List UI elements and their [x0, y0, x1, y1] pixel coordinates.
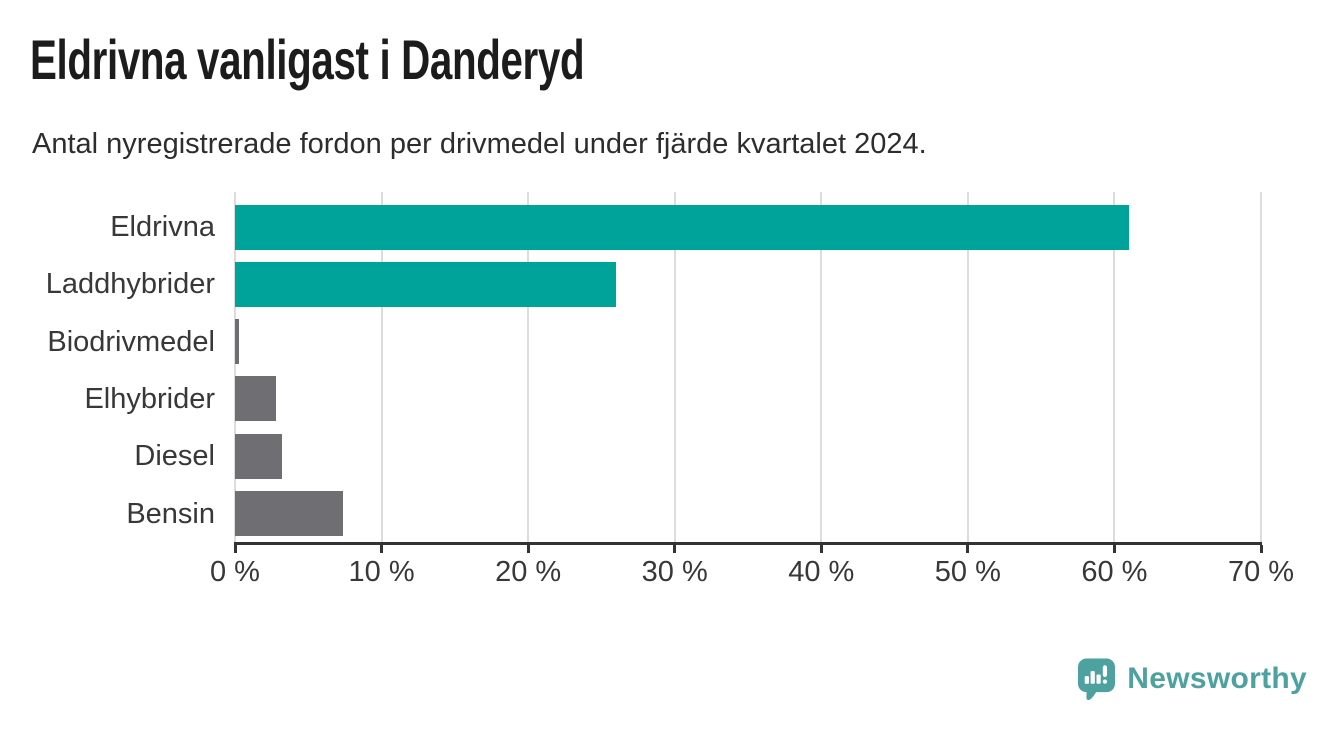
gridline-30 — [673, 192, 676, 543]
gridline-0 — [234, 192, 236, 543]
plot-area — [233, 192, 1263, 553]
brand-name: Newsworthy — [1127, 662, 1307, 695]
x-tick-20 — [526, 545, 530, 553]
category-label-diesel: Diesel — [134, 440, 215, 473]
category-label-laddhybrider: Laddhybrider — [45, 268, 215, 301]
bar-biodrivmedel — [235, 319, 240, 365]
bar-laddhybrider — [235, 261, 617, 307]
x-tick-40 — [819, 545, 823, 553]
gridline-70 — [1260, 192, 1262, 543]
x-tick-0 — [233, 545, 237, 553]
x-tick-30 — [673, 545, 677, 553]
category-label-biodrivmedel: Biodrivmedel — [47, 325, 215, 358]
page-title: Eldrivna vanligast i Danderyd — [30, 28, 585, 91]
x-tick-70 — [1259, 545, 1263, 553]
x-tick-label-50: 50 % — [934, 556, 1001, 588]
chart-subtitle: Antal nyregistrerade fordon per drivmede… — [32, 128, 927, 160]
x-axis-line — [234, 542, 1262, 545]
x-tick-50 — [966, 545, 970, 553]
category-label-eldrivna: Eldrivna — [110, 211, 215, 243]
x-tick-label-40: 40 % — [788, 556, 855, 588]
x-tick-label-30: 30 % — [641, 556, 708, 588]
newsworthy-pin-icon — [1078, 657, 1116, 700]
bar-bensin — [235, 491, 344, 536]
gridline-60 — [1113, 192, 1116, 543]
category-label-elhybrider: Elhybrider — [84, 382, 215, 415]
newsworthy-branding: Newsworthy — [1078, 656, 1307, 702]
bar-elhybrider — [235, 376, 277, 422]
x-tick-label-20: 20 % — [495, 556, 562, 588]
category-label-bensin: Bensin — [126, 497, 215, 530]
gridline-10 — [380, 192, 383, 543]
gridline-40 — [820, 192, 823, 543]
x-tick-10 — [380, 545, 384, 553]
bar-diesel — [235, 433, 282, 479]
x-tick-60 — [1112, 545, 1116, 553]
bar-eldrivna — [235, 204, 1130, 250]
x-tick-label-60: 60 % — [1081, 556, 1148, 588]
x-tick-label-70: 70 % — [1227, 556, 1295, 588]
x-tick-label-0: 0 % — [210, 556, 260, 588]
x-tick-label-10: 10 % — [348, 556, 415, 588]
gridline-50 — [966, 192, 969, 543]
gridline-20 — [527, 192, 530, 543]
